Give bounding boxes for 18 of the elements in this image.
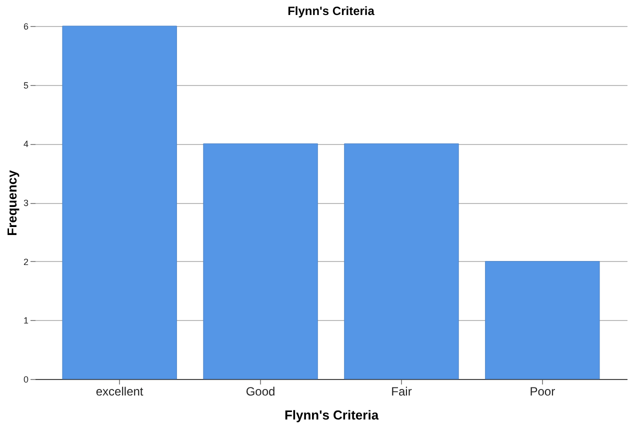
y-tick-label: 6 [23,22,28,32]
y-axis-title: Frequency [4,169,20,236]
y-tick-label: 0 [23,374,28,384]
x-tick-label: Poor [530,384,556,398]
x-tick-label: Fair [391,384,412,398]
bar [485,261,600,380]
y-tick-label: 5 [23,80,28,90]
chart-title: Flynn's Criteria [288,4,375,18]
y-tick-label: 1 [23,316,28,326]
bar [344,143,459,380]
x-tick-label: excellent [96,384,144,398]
y-tick-label: 2 [23,256,28,267]
x-axis-title: Flynn's Criteria [284,408,380,422]
y-tick-label: 3 [23,198,28,208]
x-tick-label: Good [246,384,276,398]
bar [62,26,177,380]
bar [203,143,318,380]
y-tick-label: 4 [23,139,28,150]
